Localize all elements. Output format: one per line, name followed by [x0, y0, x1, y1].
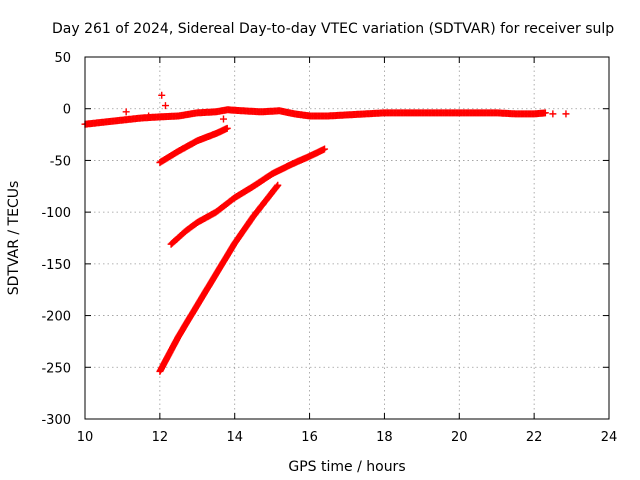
y-tick-label: -250 — [41, 361, 71, 376]
y-tick-label: -300 — [41, 413, 71, 428]
x-tick-label: 14 — [226, 430, 243, 445]
series-track-4 — [156, 181, 282, 375]
data-point — [562, 110, 570, 118]
x-tick-label: 12 — [152, 430, 169, 445]
data-point — [158, 91, 166, 99]
chart-title: Day 261 of 2024, Sidereal Day-to-day VTE… — [52, 21, 614, 37]
x-tick-label: 22 — [526, 430, 543, 445]
x-axis-label: GPS time / hours — [288, 459, 405, 475]
data-point — [161, 102, 169, 110]
data-point — [541, 109, 549, 117]
plot-area — [81, 91, 570, 375]
y-tick-label: 0 — [63, 103, 71, 118]
series-near-zero-track — [81, 106, 549, 128]
x-tick-label: 24 — [601, 430, 618, 445]
y-tick-label: -200 — [41, 310, 71, 325]
axes: 10 12 14 16 18 20 22 24 50 0 -50 -100 -150 -200 -250 -3… — [41, 51, 617, 445]
x-tick-label: 16 — [301, 430, 318, 445]
y-tick-label: -150 — [41, 258, 71, 273]
data-point — [145, 112, 153, 120]
y-tick-label: -100 — [41, 206, 71, 221]
data-point — [549, 110, 557, 118]
data-point — [321, 145, 329, 153]
data-point — [122, 108, 130, 116]
y-axis-label: SDTVAR / TECUs — [6, 181, 22, 296]
grid — [85, 57, 609, 419]
x-tick-label: 20 — [451, 430, 468, 445]
data-point — [274, 181, 282, 189]
series-track-3 — [167, 145, 329, 248]
series-scattered-points — [122, 91, 570, 123]
y-tick-label: -50 — [50, 154, 71, 169]
series-track-2 — [156, 124, 231, 166]
plot-frame — [84, 56, 610, 420]
x-tick-label: 18 — [376, 430, 393, 445]
y-tick-label: 50 — [54, 51, 71, 66]
x-tick-label: 10 — [77, 430, 94, 445]
data-point — [223, 124, 231, 132]
data-point — [219, 115, 227, 123]
